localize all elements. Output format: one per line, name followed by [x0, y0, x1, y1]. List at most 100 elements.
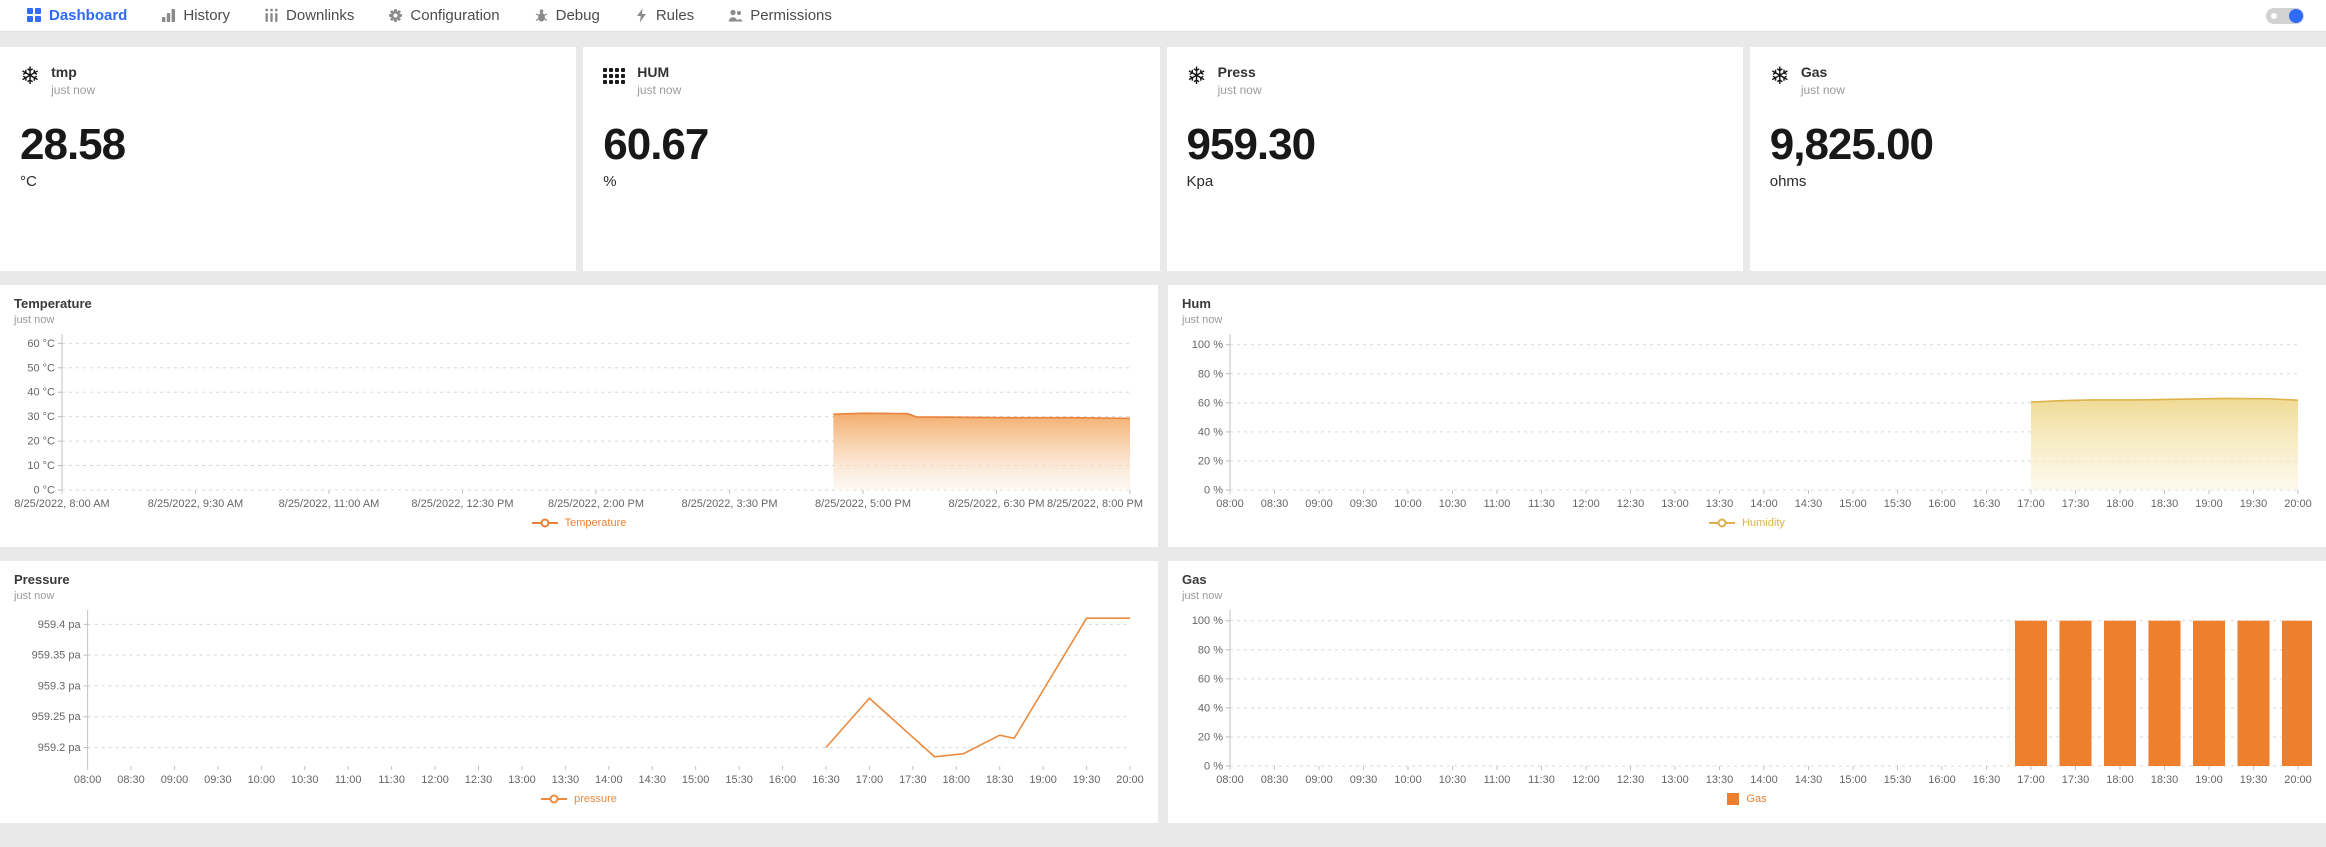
tab-downlinks[interactable]: Downlinks — [247, 0, 371, 31]
svg-text:0 %: 0 % — [1204, 484, 1223, 496]
temperature-chart[interactable]: 0 °C 10 °C 20 °C 30 °C 40 °C 50 °C 60 °C 8/25/2… — [14, 330, 1144, 516]
tab-label: Permissions — [750, 7, 832, 24]
svg-text:08:30: 08:30 — [117, 774, 145, 786]
card-value: 9,825.00 — [1769, 120, 1934, 170]
temperature-legend[interactable]: Temperature — [14, 517, 1144, 529]
svg-text:10:30: 10:30 — [1439, 498, 1467, 510]
svg-text:16:30: 16:30 — [812, 774, 840, 786]
tab-configuration[interactable]: Configuration — [371, 0, 516, 31]
metric-card-press[interactable]: ❄ Press just now 959.30 Kpa — [1166, 47, 1743, 271]
metric-card-tmp[interactable]: ❄ tmp just now 28.58 °C — [0, 47, 577, 271]
svg-text:8/25/2022, 11:00 AM: 8/25/2022, 11:00 AM — [279, 498, 380, 510]
metric-cards-row: ❄ tmp just now 28.58 °C HUM just now 60.… — [0, 47, 2326, 271]
legend-marker-icon — [541, 794, 568, 804]
dashboard-grid-icon — [27, 8, 42, 23]
metric-card-hum[interactable]: HUM just now 60.67 % — [583, 47, 1160, 271]
chart-title: Hum — [1182, 296, 1211, 311]
tab-label: History — [183, 7, 231, 24]
pressure-chart[interactable]: 959.2 pa 959.25 pa 959.3 pa 959.35 pa 959.4 … — [14, 606, 1144, 792]
tab-debug[interactable]: Debug — [517, 0, 617, 31]
svg-text:8/25/2022, 8:00 PM: 8/25/2022, 8:00 PM — [1047, 498, 1143, 510]
svg-text:17:30: 17:30 — [899, 774, 927, 786]
svg-text:09:00: 09:00 — [1305, 774, 1333, 786]
svg-text:09:30: 09:30 — [1350, 774, 1378, 786]
card-subtitle: just now — [1800, 83, 1845, 98]
svg-text:60 %: 60 % — [1198, 397, 1223, 409]
tab-label: Rules — [655, 7, 695, 24]
tab-history[interactable]: History — [144, 0, 247, 31]
chart-subtitle: just now — [14, 313, 55, 326]
tab-permissions[interactable]: Permissions — [711, 0, 849, 31]
snowflake-icon: ❄ — [1186, 63, 1207, 90]
toggle-off-dot — [2271, 12, 2277, 19]
card-subtitle: just now — [637, 83, 682, 98]
svg-text:17:30: 17:30 — [2062, 774, 2090, 786]
svg-text:959.35 pa: 959.35 pa — [32, 650, 82, 662]
legend-marker-icon — [1709, 518, 1736, 528]
card-value: 60.67 — [603, 120, 709, 170]
svg-text:13:00: 13:00 — [508, 774, 536, 786]
svg-text:09:30: 09:30 — [1350, 498, 1378, 510]
svg-text:16:30: 16:30 — [1973, 498, 2001, 510]
tab-label: Configuration — [410, 7, 500, 24]
svg-text:15:30: 15:30 — [1884, 498, 1912, 510]
svg-text:17:30: 17:30 — [2062, 498, 2090, 510]
nav-toggle[interactable] — [2266, 7, 2304, 24]
svg-text:16:30: 16:30 — [1973, 774, 2001, 786]
tab-rules[interactable]: Rules — [617, 0, 711, 31]
chart-panel-gas: Gas just now 0 % 20 % 40 % 60 % 80 % 100 % 08:… — [1168, 561, 2326, 823]
chart-panel-hum: Hum just now 0 % 20 % 40 % 60 % 80 % 100 % 08:… — [1168, 285, 2326, 547]
svg-text:10:30: 10:30 — [1439, 774, 1467, 786]
svg-text:0 %: 0 % — [1204, 760, 1223, 772]
svg-text:18:30: 18:30 — [2151, 774, 2179, 786]
svg-text:40 °C: 40 °C — [27, 387, 55, 399]
svg-text:12:30: 12:30 — [1617, 498, 1645, 510]
humidity-legend[interactable]: Humidity — [1182, 517, 2312, 529]
gas-legend[interactable]: Gas — [1182, 792, 2312, 805]
gas-chart[interactable]: 0 % 20 % 40 % 60 % 80 % 100 % 08:00 08:30 09:00 0… — [1182, 606, 2312, 792]
svg-text:19:30: 19:30 — [1073, 774, 1101, 786]
svg-text:08:00: 08:00 — [74, 774, 102, 786]
svg-text:17:00: 17:00 — [2017, 774, 2045, 786]
svg-text:20:00: 20:00 — [2284, 774, 2312, 786]
svg-text:8/25/2022, 5:00 PM: 8/25/2022, 5:00 PM — [815, 498, 911, 510]
people-icon — [728, 8, 743, 23]
snowflake-icon: ❄ — [20, 63, 41, 90]
svg-text:10:00: 10:00 — [248, 774, 276, 786]
card-title: Gas — [1800, 64, 1828, 80]
pressure-legend[interactable]: pressure — [14, 793, 1144, 805]
svg-text:18:30: 18:30 — [986, 774, 1014, 786]
svg-text:16:00: 16:00 — [769, 774, 797, 786]
tab-dashboard[interactable]: Dashboard — [10, 0, 144, 31]
chart-panel-temperature: Temperature just now 0 °C 10 °C 20 °C 30 °C… — [0, 285, 1158, 547]
top-nav: Dashboard History Downlinks Configuratio… — [0, 0, 2326, 32]
svg-text:09:00: 09:00 — [161, 774, 189, 786]
svg-text:20:00: 20:00 — [2284, 498, 2312, 510]
chart-title: Pressure — [14, 572, 70, 587]
svg-text:08:00: 08:00 — [1216, 774, 1244, 786]
svg-text:15:00: 15:00 — [682, 774, 710, 786]
gear-icon — [388, 8, 403, 23]
svg-text:09:30: 09:30 — [204, 774, 232, 786]
card-title: HUM — [637, 64, 670, 80]
svg-text:959.3 pa: 959.3 pa — [38, 680, 82, 692]
svg-text:40 %: 40 % — [1198, 702, 1223, 714]
humidity-chart[interactable]: 0 % 20 % 40 % 60 % 80 % 100 % 08:00 08:30 09:00 0… — [1182, 330, 2312, 516]
svg-text:19:00: 19:00 — [1029, 774, 1057, 786]
svg-text:19:00: 19:00 — [2195, 774, 2223, 786]
svg-text:11:00: 11:00 — [1484, 774, 1511, 786]
card-title: tmp — [51, 64, 77, 80]
metric-card-gas[interactable]: ❄ Gas just now 9,825.00 ohms — [1749, 47, 2326, 271]
chart-panel-pressure: Pressure just now 959.2 pa 959.25 pa 959.3… — [0, 561, 1158, 823]
svg-text:14:30: 14:30 — [1795, 774, 1823, 786]
svg-text:12:00: 12:00 — [421, 774, 449, 786]
legend-marker-icon — [1727, 792, 1740, 805]
svg-text:16:00: 16:00 — [1928, 774, 1956, 786]
svg-text:18:00: 18:00 — [2106, 498, 2134, 510]
svg-text:11:30: 11:30 — [1528, 774, 1555, 786]
svg-text:12:00: 12:00 — [1572, 498, 1600, 510]
snowflake-icon: ❄ — [1769, 63, 1790, 90]
svg-text:10:00: 10:00 — [1394, 774, 1422, 786]
legend-label: Gas — [1746, 792, 1767, 805]
svg-text:50 °C: 50 °C — [27, 362, 55, 374]
